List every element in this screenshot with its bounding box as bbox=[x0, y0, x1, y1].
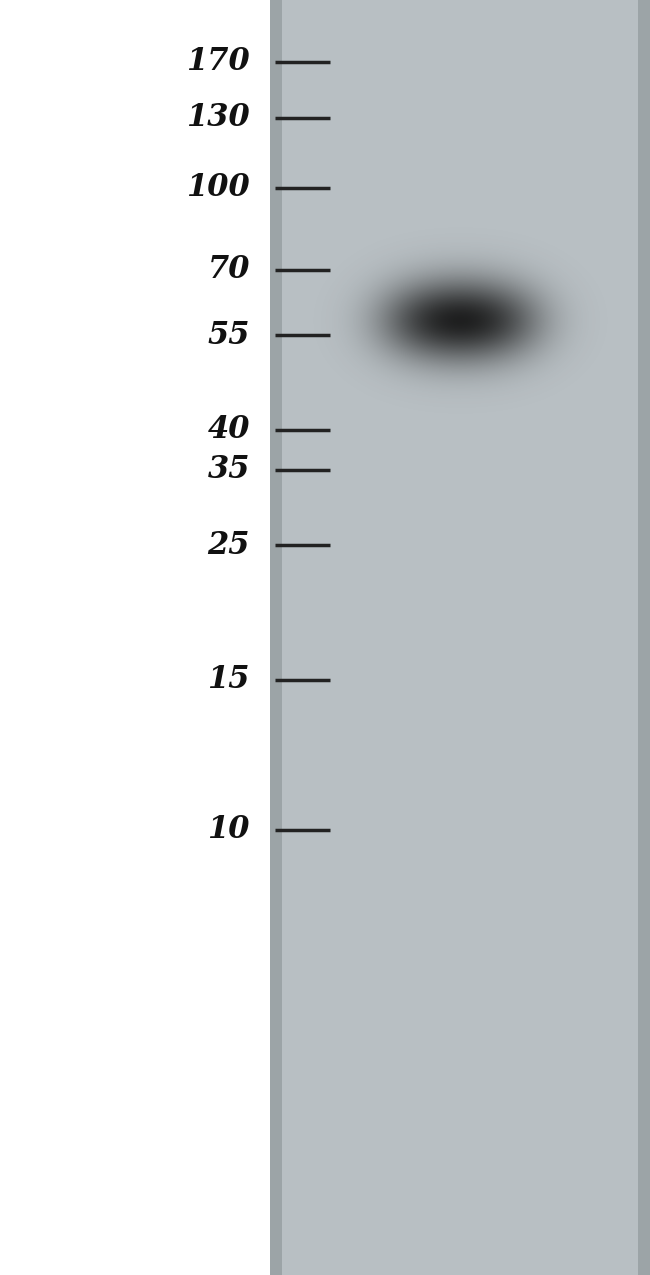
Text: 70: 70 bbox=[207, 255, 250, 286]
Text: 100: 100 bbox=[187, 172, 250, 204]
Text: 55: 55 bbox=[207, 320, 250, 351]
Text: 130: 130 bbox=[187, 102, 250, 134]
Text: 35: 35 bbox=[207, 454, 250, 486]
Text: 170: 170 bbox=[187, 46, 250, 78]
Text: 25: 25 bbox=[207, 529, 250, 561]
Bar bbox=[270, 0, 650, 1275]
Text: 40: 40 bbox=[207, 414, 250, 445]
Text: 15: 15 bbox=[207, 664, 250, 695]
Bar bbox=[638, 0, 650, 1275]
Bar bbox=[270, 0, 282, 1275]
Text: 10: 10 bbox=[207, 815, 250, 845]
